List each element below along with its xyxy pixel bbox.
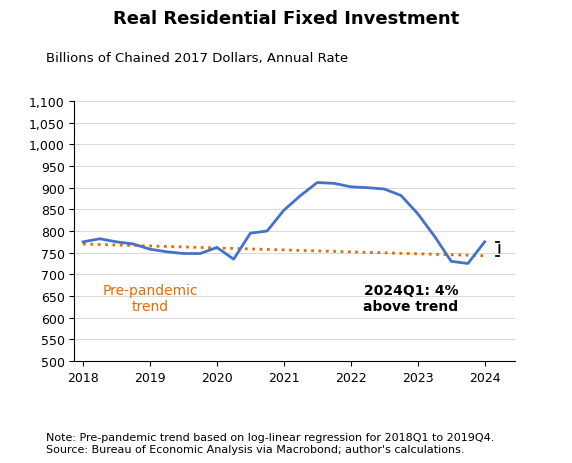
- Text: Billions of Chained 2017 Dollars, Annual Rate: Billions of Chained 2017 Dollars, Annual…: [46, 52, 348, 65]
- Text: Note: Pre-pandemic trend based on log-linear regression for 2018Q1 to 2019Q4.
So: Note: Pre-pandemic trend based on log-li…: [46, 432, 494, 454]
- Text: Pre-pandemic
trend: Pre-pandemic trend: [102, 283, 198, 313]
- Text: 2024Q1: 4%
above trend: 2024Q1: 4% above trend: [363, 283, 459, 313]
- Text: Real Residential Fixed Investment: Real Residential Fixed Investment: [113, 10, 459, 28]
